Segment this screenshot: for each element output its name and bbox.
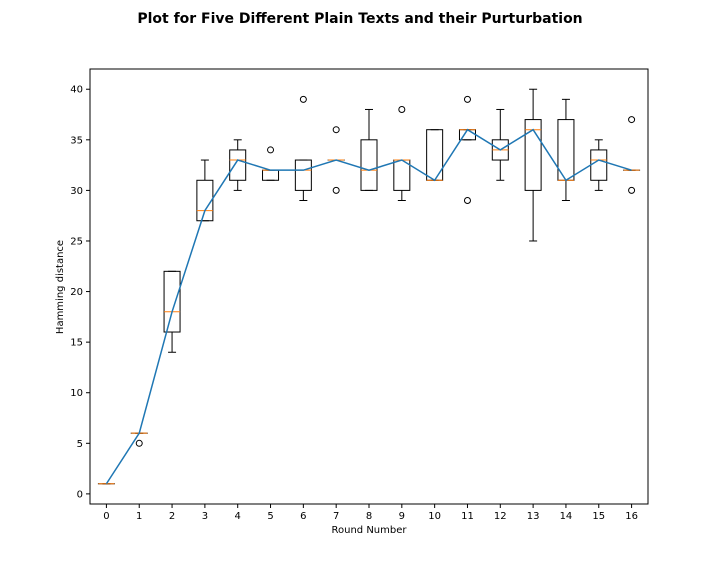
box-iqr [524,119,542,191]
y-tick-label: 35 [70,135,83,146]
outlier-point [463,197,471,205]
y-tick-label: 15 [70,338,83,349]
x-tick-label: 10 [428,511,441,522]
outlier-point [398,105,406,113]
x-tick-label: 7 [333,511,339,522]
x-tick-label: 0 [103,511,109,522]
x-tick-label: 12 [494,511,507,522]
box-iqr [360,139,378,191]
x-tick-label: 4 [235,511,241,522]
outlier-point [463,95,471,103]
x-tick-label: 8 [366,511,372,522]
x-tick-label: 16 [625,511,638,522]
x-tick-label: 14 [560,511,573,522]
y-axis-label: Hamming distance [55,240,66,334]
outlier-point [299,95,307,103]
x-tick-label: 13 [527,511,540,522]
outlier-point [332,186,340,194]
outlier-point [267,146,275,154]
box-iqr [196,179,214,222]
x-tick-label: 5 [267,511,273,522]
y-tick-label: 20 [70,287,83,298]
y-tick-label: 30 [70,186,83,197]
outlier-point [135,439,143,447]
y-tick-label: 10 [70,388,83,399]
box-iqr [393,159,411,191]
y-tick-label: 25 [70,236,83,247]
outlier-point [628,186,636,194]
box-iqr [229,149,247,181]
series-line [105,128,632,485]
outlier-point [332,126,340,134]
x-tick-label: 9 [399,511,405,522]
y-tick-label: 5 [77,439,83,450]
x-tick-label: 11 [461,511,474,522]
box-iqr [590,149,608,181]
y-tick-label: 40 [70,85,83,96]
chart-title: Plot for Five Different Plain Texts and … [137,11,582,27]
box-iqr [294,159,312,191]
x-axis-label: Round Number [332,525,408,536]
x-tick-label: 1 [136,511,142,522]
x-tick-label: 6 [300,511,306,522]
x-tick-label: 3 [202,511,208,522]
y-tick-label: 0 [77,489,83,500]
box-iqr [163,270,181,333]
outlier-point [628,116,636,124]
box-iqr [262,169,280,181]
x-tick-label: 2 [169,511,175,522]
x-tick-label: 15 [592,511,605,522]
